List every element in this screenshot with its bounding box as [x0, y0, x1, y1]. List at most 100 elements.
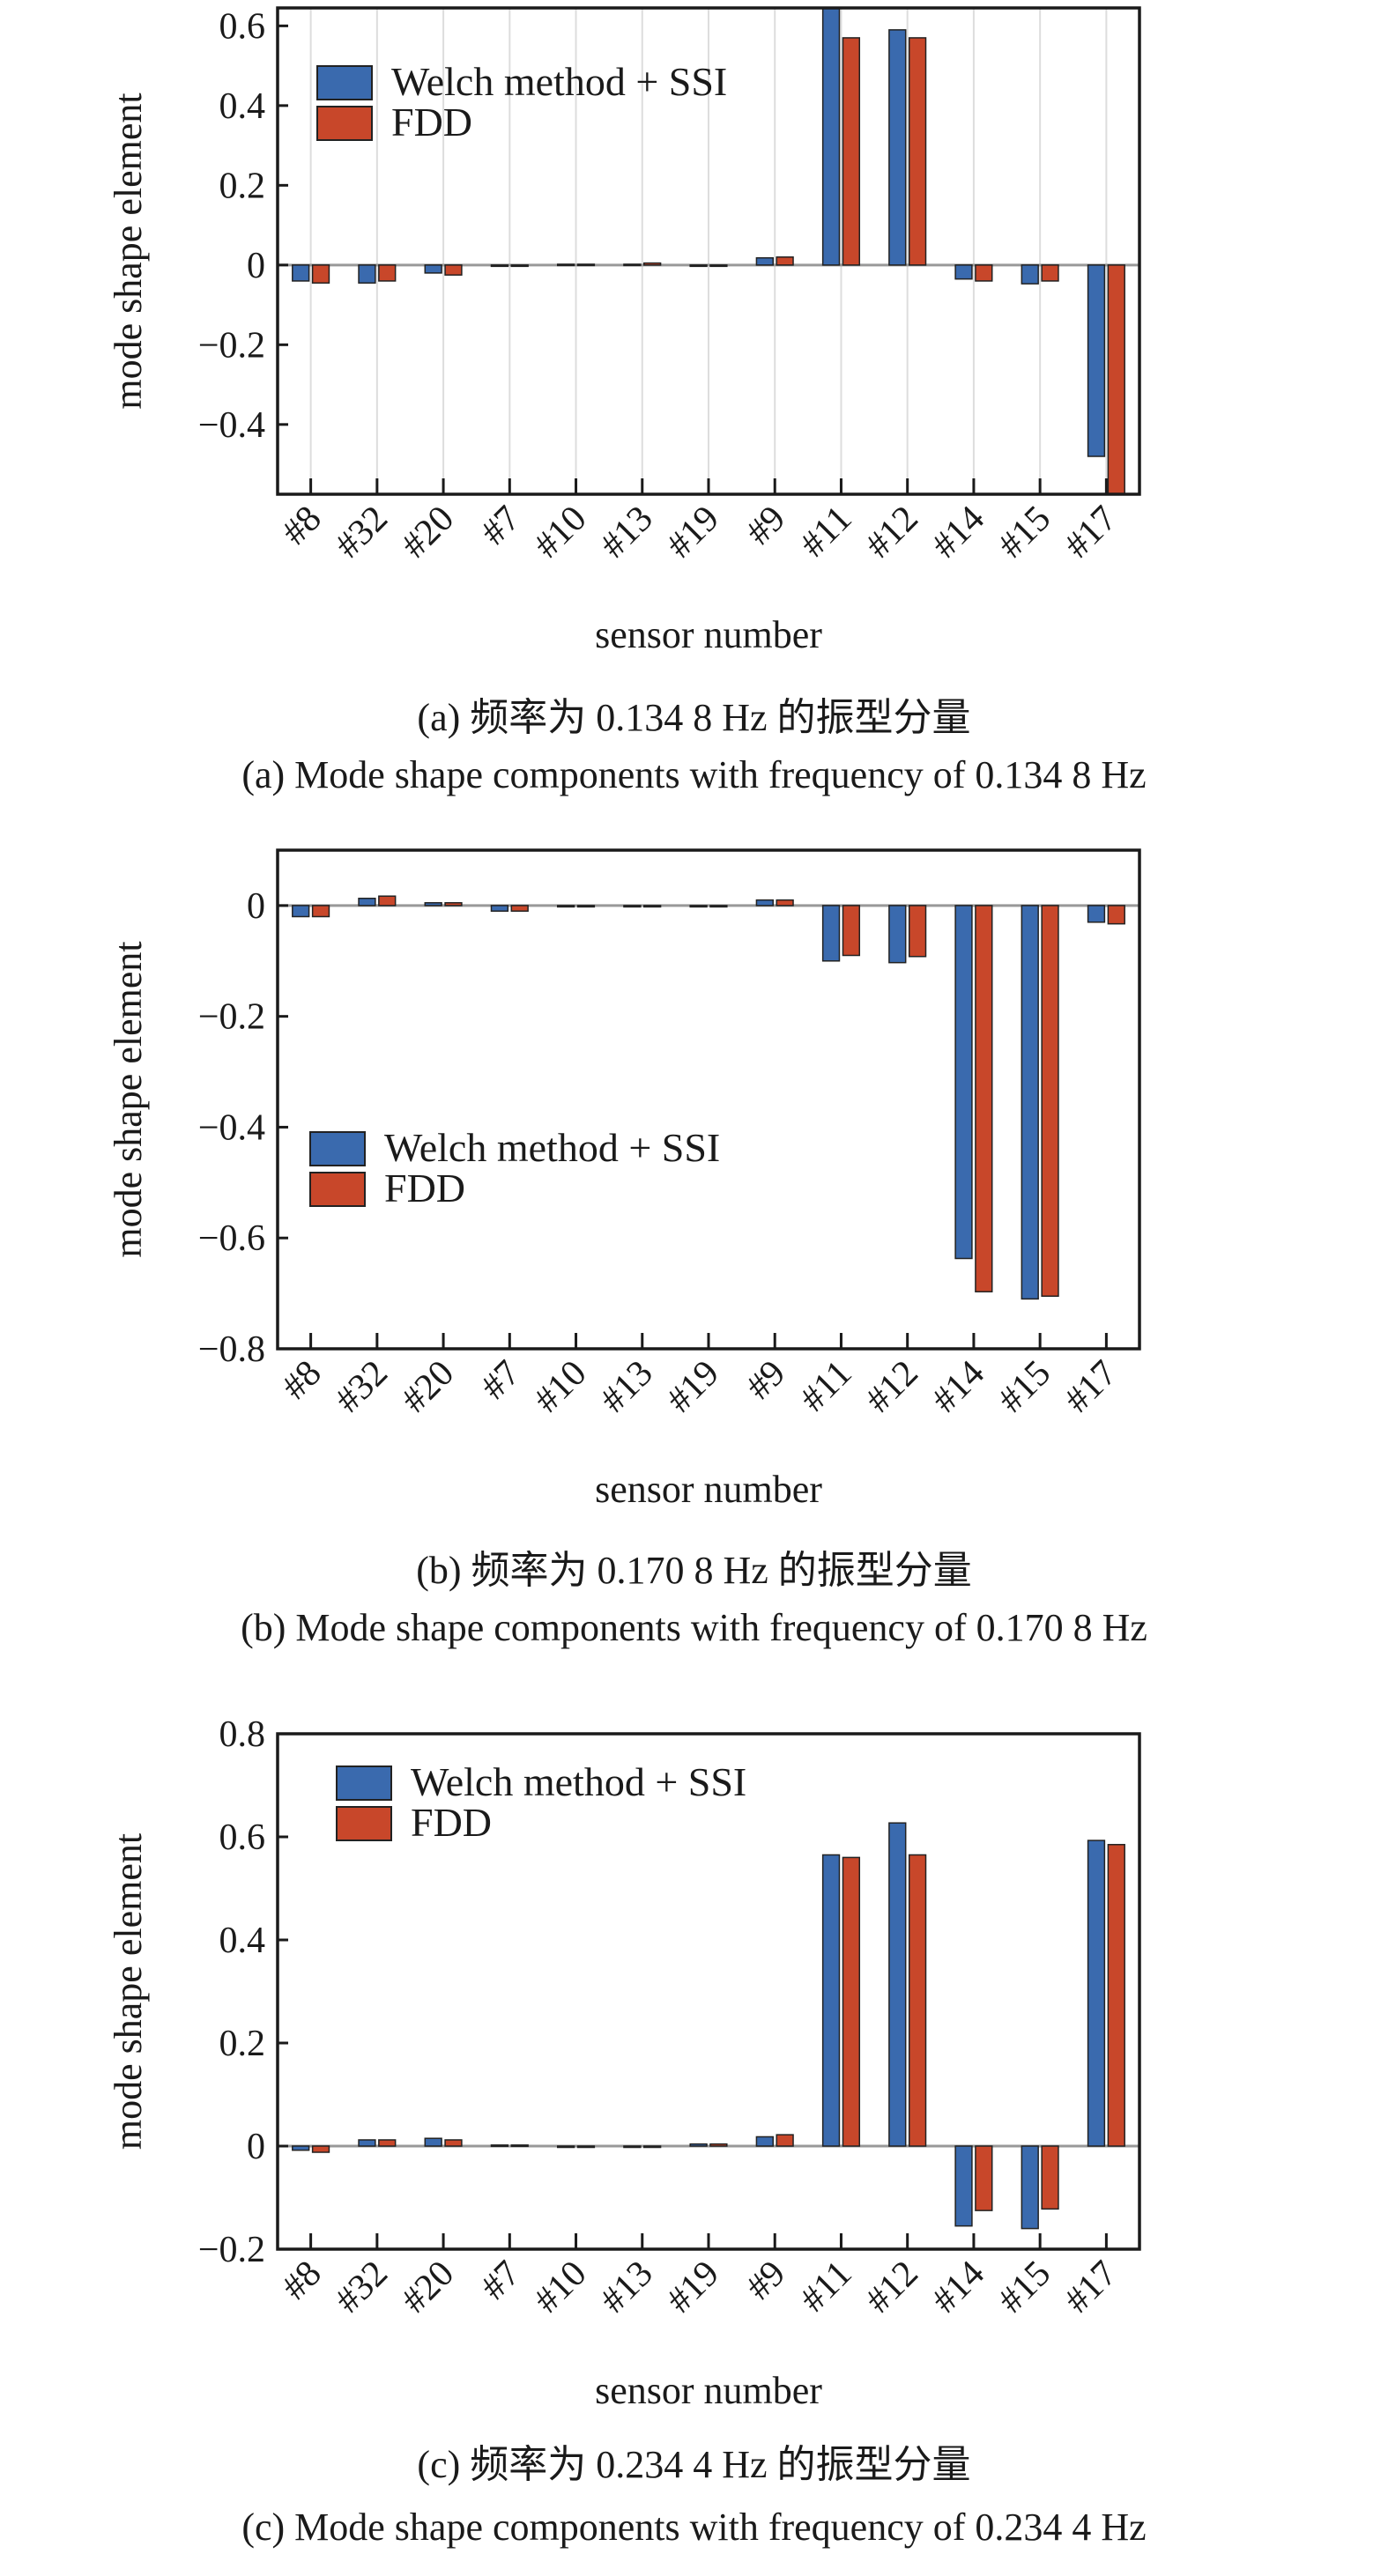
- legend-swatch-fdd: [336, 1806, 392, 1841]
- bar-welch-ssi-19: [689, 264, 708, 268]
- y-tick-label: −0.6: [198, 1218, 265, 1259]
- bar-welch-ssi-10: [556, 263, 575, 267]
- x-tick-label: #10: [527, 499, 595, 566]
- x-tick-label: #8: [274, 1353, 329, 1408]
- x-tick-label: #12: [858, 499, 926, 566]
- x-tick-label: #17: [1057, 1353, 1125, 1421]
- bar-fdd-8: [311, 264, 330, 284]
- bar-welch-ssi-17: [1087, 1839, 1106, 2147]
- bar-welch-ssi-8: [292, 2145, 310, 2151]
- x-tick-label: #20: [394, 499, 462, 566]
- bar-welch-ssi-17: [1087, 264, 1106, 457]
- x-tick-label: #9: [739, 2254, 793, 2308]
- x-tick-label: #13: [593, 2254, 661, 2321]
- x-tick-label: #8: [274, 2254, 329, 2308]
- bar-fdd-19: [709, 264, 728, 268]
- x-tick-label: #17: [1057, 2254, 1125, 2321]
- bar-welch-ssi-11: [821, 905, 841, 962]
- bar-welch-ssi-20: [424, 2137, 442, 2147]
- bar-welch-ssi-11: [821, 7, 841, 266]
- bar-fdd-8: [311, 905, 330, 918]
- bar-welch-ssi-10: [556, 2145, 575, 2149]
- bar-fdd-9: [776, 899, 794, 907]
- x-tick-label: #11: [793, 499, 860, 566]
- bar-welch-ssi-11: [821, 1854, 841, 2147]
- y-tick-label: 0.8: [219, 1714, 266, 1755]
- y-tick-label: 0: [247, 246, 265, 286]
- bar-fdd-32: [378, 2139, 397, 2147]
- x-tick-label: #32: [328, 499, 396, 566]
- legend-label-welch-ssi: Welch method + SSI: [411, 1759, 746, 1804]
- bar-welch-ssi-7: [490, 2144, 509, 2148]
- x-axis-label: sensor number: [595, 613, 822, 656]
- bar-welch-ssi-13: [623, 905, 642, 908]
- legend-label-fdd: FDD: [411, 1800, 492, 1845]
- caption-a-chinese: (a) 频率为 0.134 8 Hz 的振型分量: [417, 696, 971, 739]
- bar-welch-ssi-10: [556, 905, 575, 908]
- bar-fdd-10: [576, 905, 596, 908]
- bar-fdd-14: [975, 264, 993, 282]
- bar-welch-ssi-32: [358, 264, 376, 284]
- x-tick-label: #10: [527, 2254, 595, 2321]
- bar-welch-ssi-7: [490, 264, 509, 268]
- x-axis-label: sensor number: [595, 2369, 822, 2412]
- x-tick-label: #7: [473, 1353, 528, 1408]
- bar-fdd-32: [378, 895, 397, 907]
- x-tick-label: #12: [858, 1353, 926, 1421]
- bar-fdd-12: [908, 37, 927, 266]
- caption-c-chinese: (c) 频率为 0.234 4 Hz 的振型分量: [417, 2443, 971, 2486]
- y-tick-label: 0.4: [219, 1921, 266, 1961]
- bar-welch-ssi-14: [954, 2145, 973, 2227]
- x-tick-label: #19: [659, 1353, 727, 1421]
- caption-b-english: (b) Mode shape components with frequency…: [241, 1606, 1147, 1649]
- bar-fdd-20: [444, 2139, 463, 2147]
- bar-fdd-10: [576, 263, 596, 267]
- legend-swatch-welch-ssi: [309, 1131, 366, 1166]
- bar-fdd-15: [1041, 2145, 1059, 2210]
- bar-welch-ssi-17: [1087, 905, 1106, 923]
- bar-fdd-13: [643, 262, 662, 266]
- bar-welch-ssi-12: [888, 29, 907, 266]
- x-tick-label: #7: [473, 499, 528, 553]
- bar-welch-ssi-20: [424, 264, 442, 274]
- x-tick-label: #20: [394, 1353, 462, 1421]
- y-axis-label: mode shape element: [107, 1833, 150, 2150]
- bar-fdd-20: [444, 901, 463, 907]
- y-tick-label: 0.6: [219, 6, 266, 47]
- x-tick-label: #15: [991, 2254, 1058, 2321]
- bar-fdd-19: [709, 2143, 728, 2147]
- x-tick-label: #14: [924, 499, 992, 566]
- chart-panel-a: −0.4−0.200.20.40.6#8#32#20 #7#10#13#19 #9 #…: [107, 6, 1141, 656]
- bar-welch-ssi-15: [1021, 2145, 1039, 2230]
- caption-b-chinese: (b) 频率为 0.170 8 Hz 的振型分量: [416, 1549, 972, 1592]
- x-tick-label: #15: [991, 1353, 1058, 1421]
- x-tick-label: #12: [858, 2254, 926, 2321]
- bar-welch-ssi-13: [623, 263, 642, 267]
- legend-label-fdd: FDD: [384, 1166, 465, 1210]
- x-tick-label: #19: [659, 499, 727, 566]
- x-tick-label: #19: [659, 2254, 727, 2321]
- chart-panel-c: −0.200.20.40.60.8#8#32#20 #7#10#13#19 #9 #1…: [107, 1714, 1141, 2412]
- y-tick-label: 0: [247, 2127, 265, 2167]
- y-axis-label: mode shape element: [107, 941, 150, 1257]
- bar-welch-ssi-20: [424, 901, 442, 907]
- x-tick-label: #10: [527, 1353, 595, 1421]
- bar-fdd-19: [709, 905, 728, 908]
- x-tick-label: #14: [924, 2254, 992, 2321]
- x-tick-label: #13: [593, 499, 661, 566]
- bar-fdd-7: [510, 264, 529, 268]
- bar-welch-ssi-12: [888, 1822, 907, 2147]
- bar-fdd-11: [842, 1856, 861, 2147]
- x-tick-label: #8: [274, 499, 329, 553]
- chart-panel-b: −0.8−0.6−0.4−0.20#8#32#20 #7#10#13#19 #9 #1…: [107, 848, 1141, 1511]
- x-tick-label: #32: [328, 1353, 396, 1421]
- y-tick-label: −0.4: [198, 1107, 265, 1148]
- caption-a-english: (a) Mode shape components with frequency…: [241, 753, 1147, 796]
- bar-welch-ssi-7: [490, 905, 509, 912]
- bar-fdd-12: [908, 1854, 927, 2147]
- bar-welch-ssi-14: [954, 264, 973, 280]
